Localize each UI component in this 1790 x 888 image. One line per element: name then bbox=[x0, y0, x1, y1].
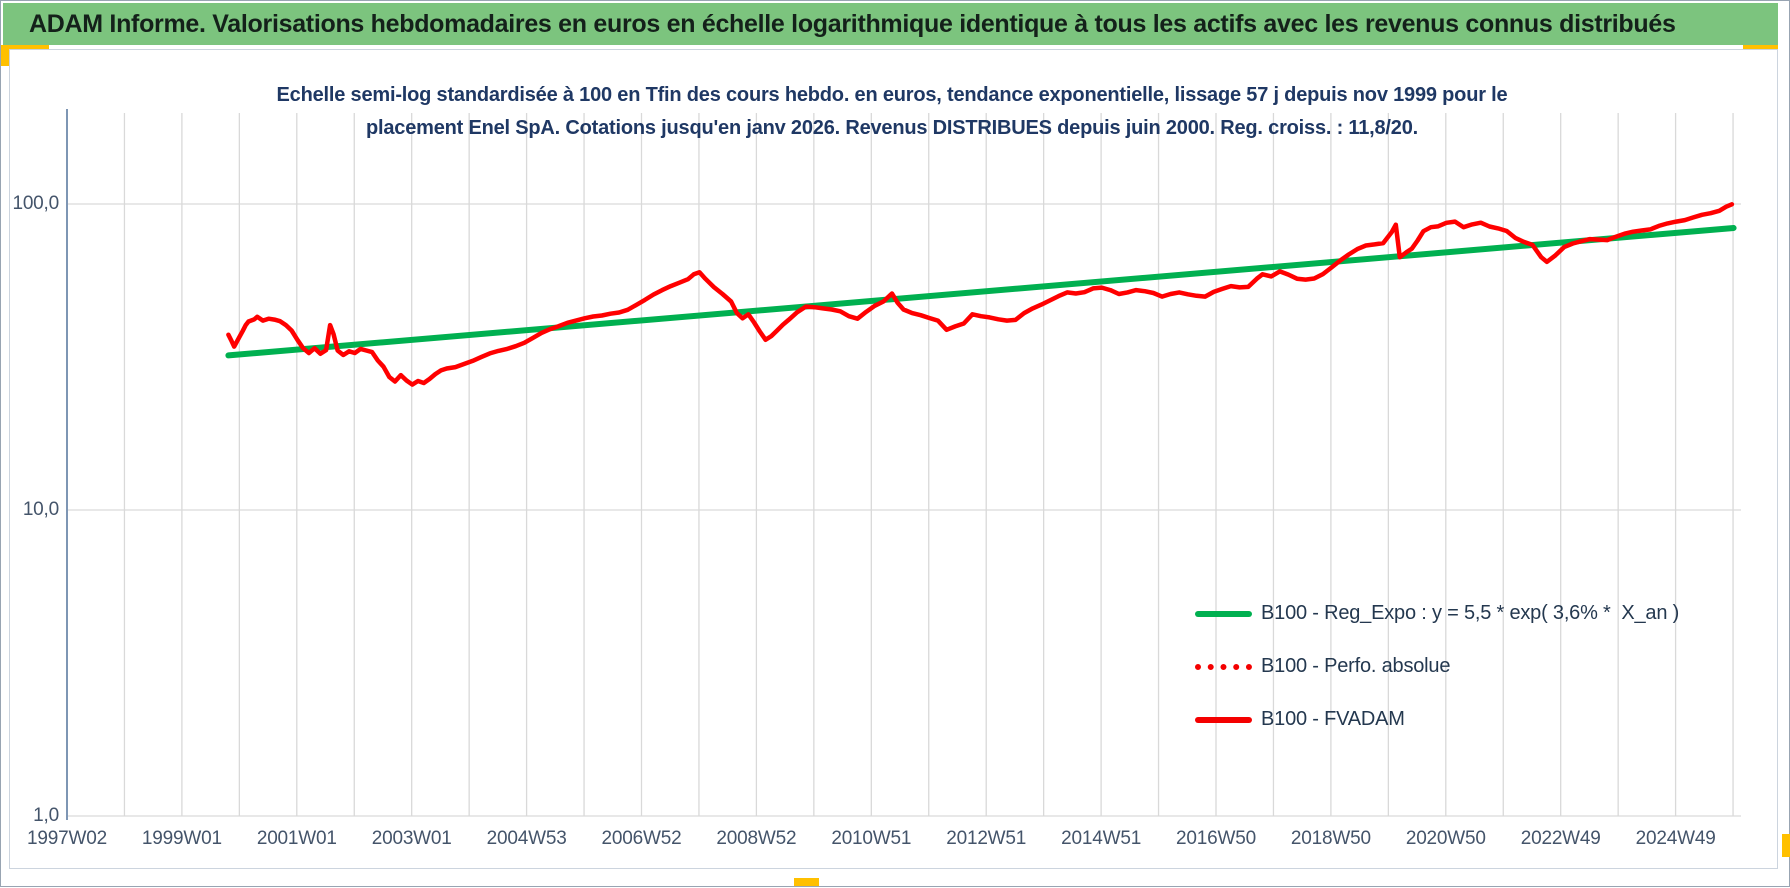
accent-mark-right-edge bbox=[1782, 834, 1790, 857]
x-tick-label: 2006W52 bbox=[601, 828, 682, 849]
chart-title-line-1: Echelle semi-log standardisée à 100 en T… bbox=[276, 84, 1508, 106]
x-tick-label: 2020W50 bbox=[1405, 828, 1486, 849]
y-tick-label: 10,0 bbox=[22, 499, 59, 520]
x-tick-label: 2003W01 bbox=[371, 828, 452, 849]
legend-label: B100 - Reg_Expo : y = 5,5 * exp( 3,6% * … bbox=[1261, 602, 1680, 624]
x-tick-label: 1997W02 bbox=[27, 828, 107, 849]
x-tick-label: 2008W52 bbox=[716, 828, 797, 849]
series-b100-fvadam bbox=[226, 202, 1735, 387]
y-tick-label: 1,0 bbox=[33, 805, 59, 826]
legend-label: B100 - FVADAM bbox=[1261, 708, 1405, 730]
x-tick-label: 2010W51 bbox=[831, 828, 912, 849]
chart-panel bbox=[9, 49, 1778, 869]
legend-green-line-icon bbox=[1195, 610, 1252, 617]
x-tick-label: 2004W53 bbox=[486, 828, 567, 849]
legend-label: B100 - Perfo. absolue bbox=[1261, 655, 1451, 677]
x-tick-label: 1999W01 bbox=[141, 828, 222, 849]
legend-item-reg-expo: B100 - Reg_Expo : y = 5,5 * exp( 3,6% * … bbox=[1195, 587, 1679, 640]
x-tick-label: 2016W50 bbox=[1176, 828, 1256, 849]
x-tick-label: 2001W01 bbox=[256, 828, 337, 849]
chart-title: Echelle semi-log standardisée à 100 en T… bbox=[67, 79, 1717, 145]
x-tick-label: 2024W49 bbox=[1635, 828, 1716, 849]
report-header-bar: ADAM Informe. Valorisations hebdomadaire… bbox=[3, 3, 1778, 45]
report-title: ADAM Informe. Valorisations hebdomadaire… bbox=[29, 9, 1676, 38]
legend-red-line-icon bbox=[1195, 716, 1252, 723]
x-tick-label: 2022W49 bbox=[1520, 828, 1601, 849]
accent-mark-bottom-edge bbox=[794, 878, 819, 886]
chart-title-line-2: placement Enel SpA. Cotations jusqu'en j… bbox=[366, 117, 1418, 139]
chart-legend: B100 - Reg_Expo : y = 5,5 * exp( 3,6% * … bbox=[1195, 587, 1679, 746]
legend-item-perfo-absolue: B100 - Perfo. absolue bbox=[1195, 640, 1679, 693]
x-tick-label: 2014W51 bbox=[1061, 828, 1142, 849]
legend-item-fvadam: B100 - FVADAM bbox=[1195, 693, 1679, 746]
series-b100-reg-expo bbox=[225, 225, 1737, 359]
x-tick-label: 2018W50 bbox=[1290, 828, 1371, 849]
x-tick-label: 2012W51 bbox=[946, 828, 1027, 849]
y-tick-label: 100,0 bbox=[12, 193, 59, 214]
legend-red-dotted-line-icon bbox=[1195, 663, 1252, 670]
